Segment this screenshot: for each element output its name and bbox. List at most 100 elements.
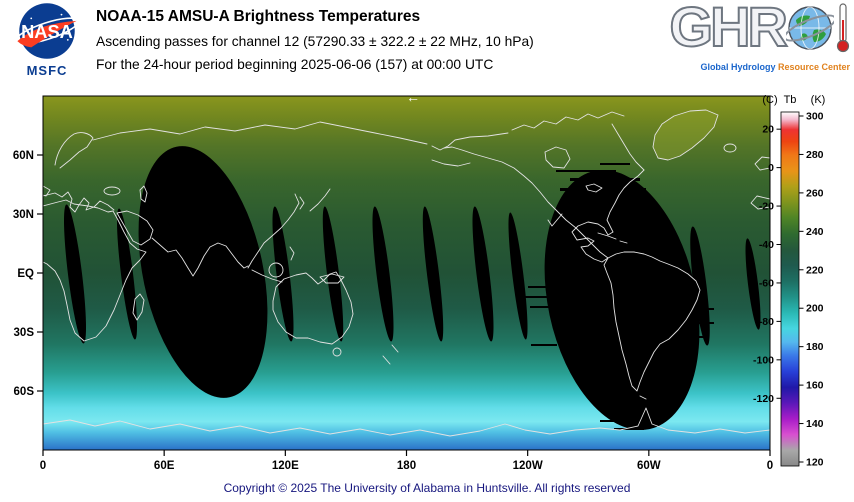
coastline-south-asia [151, 237, 249, 277]
no-data-streak [600, 420, 644, 422]
no-data-swath [508, 212, 528, 340]
kelvin-tick-label: 200 [806, 303, 824, 315]
coastline-iceland [723, 143, 737, 153]
no-data-streak [524, 296, 562, 298]
coastline-australia-nz [272, 271, 399, 365]
no-data-streak [614, 428, 644, 430]
no-data-streak [680, 336, 706, 338]
no-data-swath [116, 208, 138, 340]
coastline-north-america-arctic [431, 111, 645, 171]
lat-tick-label: 60S [14, 386, 35, 398]
lon-tick-label: 120E [272, 460, 299, 472]
celsius-tick-label: 20 [762, 124, 774, 136]
colorbar [780, 111, 800, 467]
coastline-arabia [116, 210, 154, 246]
kelvin-tick-label: 240 [806, 226, 824, 238]
ghrc-tagline-hydrology: Hydrology [730, 62, 778, 72]
celsius-tick-label: -120 [753, 393, 774, 405]
celsius-tick-label: 0 [768, 162, 774, 174]
colorbar-unit-kelvin: (K) [811, 94, 826, 106]
no-data-swath [138, 146, 268, 398]
lat-tick-label: 60N [13, 150, 34, 162]
thermometer-icon [836, 3, 850, 53]
coastline-north-america-west [443, 146, 609, 259]
celsius-tick-label: -40 [759, 239, 774, 251]
no-data-streak [600, 163, 630, 165]
coastline-africa [43, 210, 147, 342]
ghrc-tagline: Global Hydrology Resource Center [664, 62, 850, 72]
no-data-swath [372, 206, 394, 342]
celsius-tick-label: -80 [759, 316, 774, 328]
coastline-south-america [603, 251, 701, 400]
coastline-east-asia [247, 188, 331, 269]
lon-tick-label: 60E [154, 460, 175, 472]
globe-icon [786, 6, 834, 50]
coastline-arctic-russia [92, 121, 428, 145]
page-title: NOAA-15 AMSU-A Brightness Temperatures [96, 8, 421, 25]
no-data-streak [560, 188, 646, 191]
axes: 60N 30N EQ 30S 60S 0 60E 120E 180 120W 60W 0 [13, 150, 773, 472]
no-data-swath [690, 226, 710, 346]
no-data-streak [531, 344, 557, 346]
coastline-black-caspian-seas [103, 185, 148, 203]
nasa-logo: NASA MSFC [8, 2, 86, 78]
kelvin-tick-label: 220 [806, 264, 824, 276]
lat-tick-label: 30S [14, 327, 35, 339]
coastline-madagascar [132, 293, 145, 321]
no-data-streak [684, 322, 714, 324]
colorbar-quantity-label: Tb [784, 94, 797, 106]
no-data-streak [576, 197, 636, 199]
no-data-swath [472, 206, 494, 342]
no-data-streak [632, 410, 656, 412]
lon-tick-label: 60W [637, 460, 661, 472]
lat-tick-label: EQ [17, 268, 34, 280]
nasa-insignia-icon: NASA [14, 3, 80, 59]
colorbar-unit-celsius: (C) [762, 94, 777, 106]
msfc-label: MSFC [26, 63, 68, 78]
left-arrow-glyph: ← [406, 89, 420, 105]
copyright: Copyright © 2025 The University of Alaba… [223, 481, 631, 495]
celsius-tick-label: -100 [753, 354, 774, 366]
ghrc-letters: GHR [669, 0, 789, 58]
page-subtitle: Ascending passes for channel 12 (57290.3… [96, 34, 534, 49]
no-data-streak [688, 308, 714, 310]
lon-tick-label: 180 [397, 460, 416, 472]
page-period: For the 24-hour period beginning 2025-06… [96, 57, 494, 72]
kelvin-tick-label: 260 [806, 187, 824, 199]
no-data-swath [272, 206, 294, 342]
kelvin-tick-label: 300 [806, 111, 824, 123]
coastline-north-africa [43, 199, 114, 213]
celsius-tick-label: -60 [759, 277, 774, 289]
lon-tick-label: 0 [767, 460, 773, 472]
lat-tick-label: 30N [13, 209, 34, 221]
coastline-maritime-se-asia [251, 246, 345, 284]
ghrc-logo: GHR Global Hydrology Resource Center [664, 0, 850, 72]
title-block: NOAA-15 AMSU-A Brightness Temperatures A… [96, 4, 534, 72]
no-data-swath [745, 238, 761, 330]
ghrc-tagline-global: Global [700, 62, 731, 72]
lon-tick-label: 0 [40, 460, 46, 472]
no-data-streak [556, 170, 616, 172]
ghrc-tagline-resource-center: Resource Center [777, 62, 850, 72]
no-data-swath [422, 206, 444, 342]
lon-tick-label: 120W [513, 460, 543, 472]
coastline-scandinavia [54, 132, 94, 169]
kelvin-tick-label: 160 [806, 380, 824, 392]
no-data-swath [63, 204, 87, 344]
no-data-streak [570, 178, 640, 181]
nasa-wordmark: NASA [21, 21, 73, 42]
page-header: NASA MSFC NOAA-15 AMSU-A Brightness Temp… [0, 0, 854, 88]
no-data-streak [530, 306, 560, 308]
colorbar-ticks: 300280260240220200180160140120200-20-40-… [753, 111, 824, 469]
coastline-antarctica [43, 407, 770, 437]
coastline-greenland [652, 109, 719, 161]
kelvin-tick-label: 280 [806, 149, 824, 161]
coastlines-layer [43, 109, 770, 437]
kelvin-tick-label: 120 [806, 457, 824, 469]
kelvin-tick-label: 180 [806, 341, 824, 353]
coastline-hudson-lakes-caribbean [544, 146, 628, 244]
coastline-north-america-east [571, 169, 645, 263]
celsius-tick-label: -20 [759, 201, 774, 213]
kelvin-tick-label: 140 [806, 418, 824, 430]
